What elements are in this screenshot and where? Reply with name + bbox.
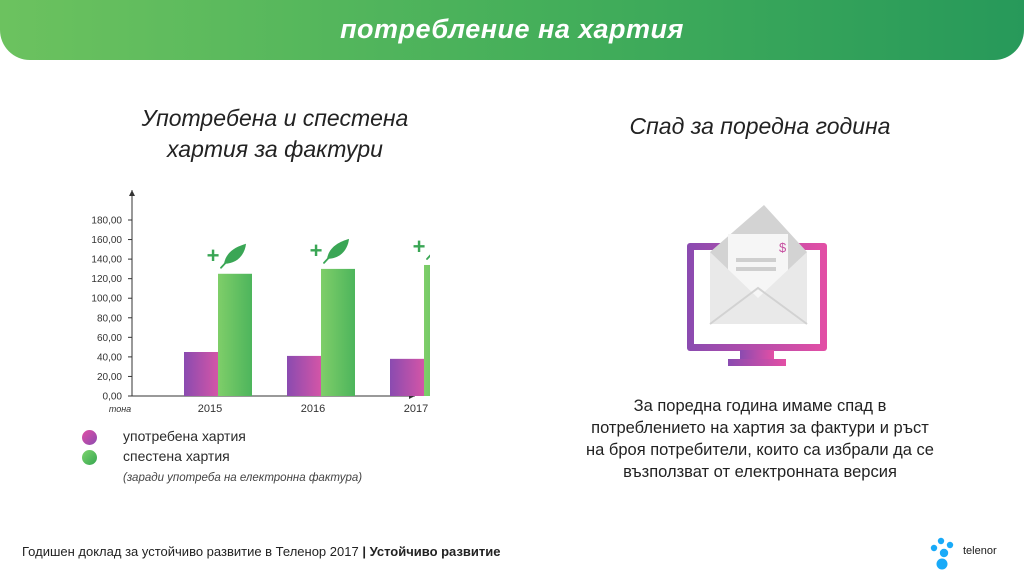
- description-line: възползват от електронната версия: [623, 463, 897, 481]
- invoice-line: [736, 258, 776, 262]
- description-line: на броя потребители, които са избрали да…: [586, 441, 934, 459]
- y-tick-label: 80,00: [97, 313, 122, 324]
- bar-used: [390, 358, 424, 396]
- footer: Годишен доклад за устойчиво развитие в Т…: [22, 544, 500, 559]
- envelope-fold: [709, 286, 808, 325]
- y-axis-arrow: [129, 190, 135, 196]
- bar-saved: [321, 268, 355, 396]
- plus-annotation: +: [413, 234, 426, 259]
- footer-text: Годишен доклад за устойчиво развитие в Т…: [22, 544, 359, 559]
- x-tick-label: 2015: [198, 403, 222, 415]
- bar-saved: [424, 264, 430, 396]
- dollar-sign: $: [779, 240, 787, 255]
- legend-dot-saved: [82, 450, 97, 465]
- y-tick-label: 160,00: [91, 235, 122, 246]
- monitor-envelope-icon: $: [687, 205, 827, 366]
- leaf-stem-icon: [426, 254, 430, 260]
- legend-label-saved: спестена хартия: [123, 448, 230, 464]
- page-title: потребление на хартия: [340, 14, 684, 44]
- y-unit-label: тона: [109, 404, 131, 414]
- y-tick-label: 60,00: [97, 333, 122, 344]
- bar-used: [287, 355, 321, 396]
- leaf-stem-icon: [220, 252, 235, 269]
- telenor-logo-icon: [930, 537, 954, 570]
- bar-chart: 180,00 160,00 140,00 120,00 100,00 80,00 60,00…: [91, 190, 430, 415]
- logo-text: telenor: [963, 545, 997, 557]
- y-tick-label: 0,00: [103, 392, 123, 403]
- chart-title-line1: Употребена и спестена: [141, 105, 409, 131]
- invoice-line: [736, 267, 776, 271]
- legend-item-used: употребена хартия: [82, 428, 422, 448]
- description-line: потреблението на хартия за фактури и ръс…: [591, 419, 929, 437]
- legend-item-saved: спестена хартия: [82, 448, 422, 468]
- header-banner: потребление на хартия: [0, 0, 1024, 60]
- legend-label-used: употребена хартия: [123, 428, 246, 444]
- y-tick-label: 20,00: [97, 372, 122, 383]
- section-title: Спад за поредна година: [629, 113, 891, 139]
- y-tick-label: 100,00: [91, 294, 122, 305]
- y-tick-label: 120,00: [91, 274, 122, 285]
- chart-title-line2: хартия за фактури: [167, 136, 383, 162]
- description: За поредна година имаме спад в потреблен…: [540, 395, 980, 483]
- x-tick-label: 2017: [404, 403, 428, 415]
- monitor-base: [728, 359, 786, 366]
- chart-legend: употребена хартия спестена хартия (зарад…: [82, 428, 422, 484]
- description-line: За поредна година имаме спад в: [633, 397, 887, 415]
- chart-title: Употребена и спестена хартия за фактури: [90, 103, 460, 165]
- plus-annotation: +: [207, 243, 220, 268]
- bar-used: [184, 352, 218, 396]
- y-tick-label: 40,00: [97, 352, 122, 363]
- legend-dot-used: [82, 430, 97, 445]
- x-tick-label: 2016: [301, 403, 325, 415]
- plus-annotation: +: [310, 238, 323, 263]
- footer-section: Устойчиво развитие: [369, 544, 501, 559]
- leaf-stem-icon: [323, 247, 338, 264]
- legend-note: (заради употреба на електронна фактура): [123, 472, 363, 484]
- footer-separator: |: [362, 544, 366, 559]
- monitor-neck: [740, 350, 774, 360]
- y-tick-label: 140,00: [91, 255, 122, 266]
- y-tick-label: 180,00: [91, 216, 122, 227]
- bar-saved: [218, 273, 252, 396]
